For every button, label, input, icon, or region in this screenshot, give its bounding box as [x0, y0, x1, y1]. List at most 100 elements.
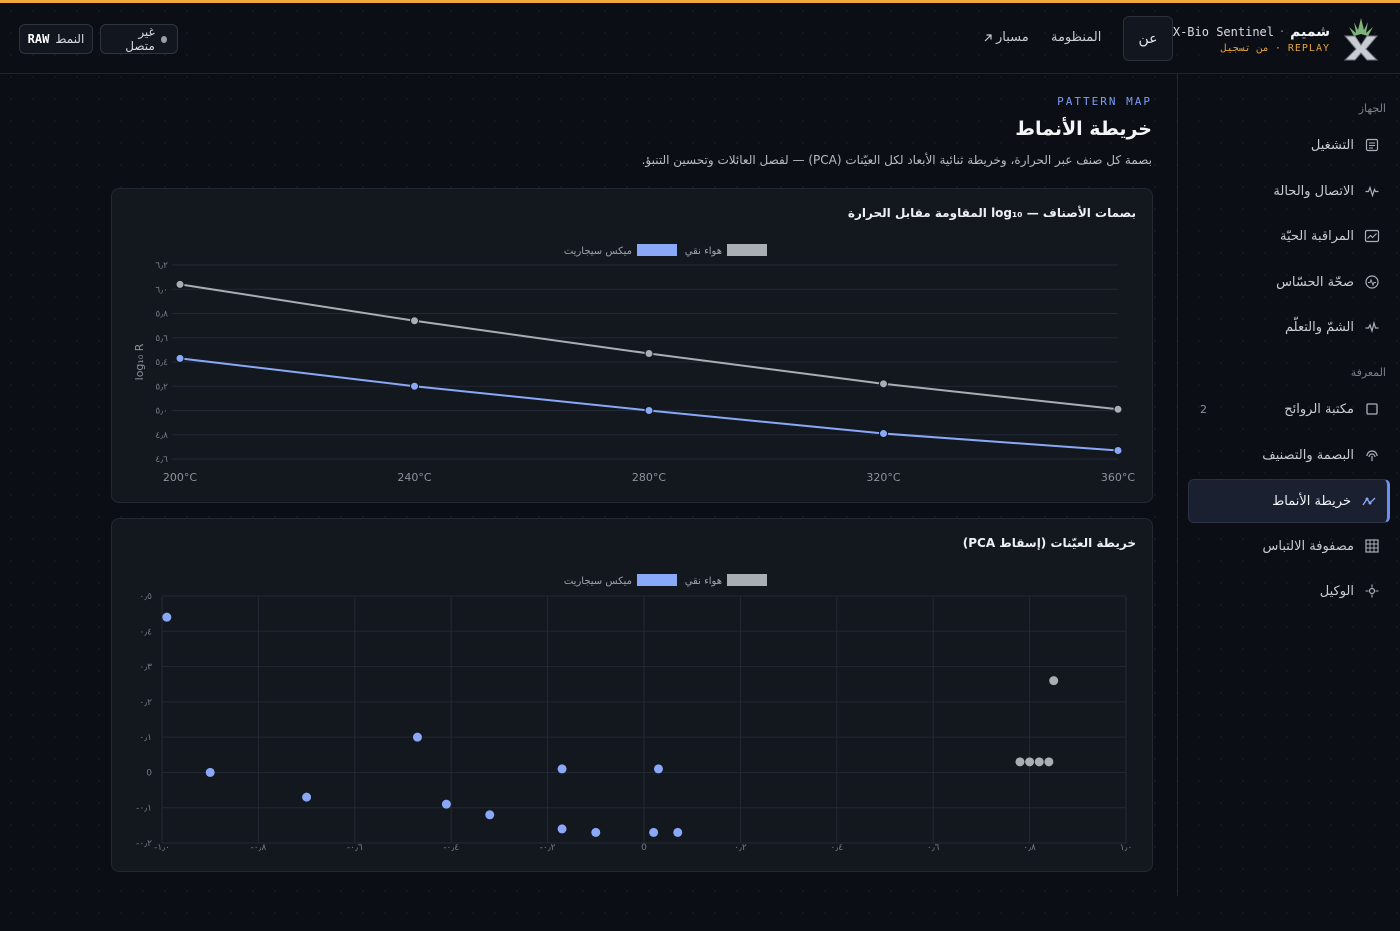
y-tick-label: -٠٫٢: [136, 839, 152, 849]
y-tick-label: ٤٫٨: [155, 431, 168, 441]
mode-value: RAW: [27, 32, 50, 46]
series-line: [179, 283, 1119, 411]
data-point: [410, 316, 419, 326]
replay-badge: REPLAY: [1287, 43, 1330, 54]
data-point: [879, 429, 888, 439]
legend-label: هواء نقي: [685, 246, 722, 257]
sidebar-section-knowledge: المعرفة: [1350, 366, 1386, 379]
scatter-point: [441, 799, 451, 809]
sidebar-item-label: صحّة الحسّاس: [1276, 274, 1354, 290]
y-tick-label: -٠٫١: [136, 804, 152, 814]
nav-path-link[interactable]: مسبار: [983, 30, 1029, 45]
top-accent-line: [0, 0, 1400, 3]
legend-label: هواء نقي: [685, 576, 722, 587]
scatter-point: [1025, 757, 1035, 767]
sidebar-item-sensor-health[interactable]: صحّة الحسّاس: [1188, 261, 1390, 303]
status-dot-icon: [160, 35, 167, 43]
mode-toggle-button[interactable]: النمط RAW: [19, 24, 93, 54]
sidebar-item-fingerprint[interactable]: البصمة والتصنيف: [1188, 434, 1390, 476]
brand[interactable]: شميم · X-Bio Sentinel REPLAY · من تسجيل: [1173, 15, 1382, 63]
odor-library-count: 2: [1200, 402, 1207, 416]
scatter-point: [162, 612, 172, 622]
scatter-point: [673, 827, 683, 837]
scatter-point: [591, 827, 601, 837]
sidebar-item-confusion-matrix[interactable]: مصفوفة الالتباس: [1188, 525, 1390, 567]
sidebar-item-live-monitoring[interactable]: المراقبة الحيّة: [1188, 215, 1390, 257]
page-eyebrow: PATTERN MAP: [1057, 95, 1152, 108]
chart-title: خريطة العيّنات (إسقاط PCA): [962, 536, 1136, 550]
y-tick-label: ٠٫٣: [139, 663, 152, 673]
pattern-map-icon: [1361, 493, 1377, 509]
scatter-point: [412, 732, 422, 742]
x-tick-label: ٠٫٢: [734, 843, 747, 853]
data-point: [644, 406, 654, 415]
scatter-point: [557, 764, 567, 774]
fingerprint-icon: [1364, 447, 1380, 463]
scatter-point: [205, 767, 215, 777]
gauge-icon: [1364, 274, 1380, 290]
x-tick-label: ٠٫٦: [927, 843, 940, 853]
chart-title: بصمات الأصناف — log₁₀ المقاومة مقابل الح…: [847, 206, 1136, 220]
y-tick-label: ٠٫٤: [139, 627, 152, 637]
scatter-point: [485, 810, 495, 820]
scatter-point: [649, 827, 659, 837]
sidebar-item-connection[interactable]: الاتصال والحالة: [1188, 170, 1390, 212]
y-tick-label: ٥٫٢: [155, 382, 168, 392]
waveform-icon: [1364, 319, 1380, 335]
brand-name-arabic: شميم: [1290, 24, 1330, 40]
x-tick-label: 360°C: [1101, 471, 1135, 484]
scatter-point: [1049, 676, 1059, 686]
sidebar-item-agent[interactable]: الوكيل: [1188, 570, 1390, 612]
y-tick-label: ٠٫٥: [139, 592, 152, 602]
brand-name-english: X-Bio Sentinel: [1172, 25, 1274, 39]
x-tick-label: -١٫٠: [154, 843, 170, 853]
pulse-icon: [1364, 183, 1380, 199]
scatter-point: [1034, 757, 1044, 767]
sidebar-item-operation[interactable]: التشغيل: [1188, 124, 1390, 166]
sidebar-item-odor-library[interactable]: 2 مكتبة الروائح: [1188, 388, 1390, 430]
sidebar-item-label: مصفوفة الالتباس: [1262, 538, 1354, 554]
document-icon: [1364, 137, 1380, 153]
data-point: [1113, 446, 1123, 456]
replay-separator: ·: [1274, 43, 1282, 54]
x-tick-label: 280°C: [632, 471, 666, 484]
sidebar-item-label: المراقبة الحيّة: [1280, 228, 1354, 244]
x-tick-label: -٠٫٢: [540, 843, 556, 853]
legend-swatch: [727, 244, 767, 256]
legend-swatch: [727, 574, 767, 586]
data-point: [175, 353, 185, 363]
data-point: [410, 381, 419, 391]
y-tick-label: ٥٫٦: [155, 334, 168, 344]
y-tick-label: ٤٫٦: [155, 455, 168, 465]
y-axis-label: log₁₀ R: [133, 343, 146, 380]
connection-status-label: غير متصل: [125, 25, 155, 53]
x-tick-label: 200°C: [163, 471, 197, 484]
scatter-point: [557, 824, 567, 834]
pca-chart-card: خريطة العيّنات (إسقاط PCA) -٠٫٢ -٠٫١ 0 ٠٫١ ٠…: [111, 518, 1153, 872]
brand-separator: ·: [1280, 25, 1285, 40]
x-tick-label: -٠٫٨: [250, 843, 266, 853]
sidebar-item-label: الشمّ والتعلّم: [1285, 319, 1354, 335]
sidebar-item-smell-learning[interactable]: الشمّ والتعلّم: [1188, 306, 1390, 348]
series-line: [179, 357, 1119, 452]
y-tick-label: ٦٫٢: [155, 261, 168, 271]
sidebar-item-label: مكتبة الروائح: [1284, 401, 1354, 417]
x-tick-label: ٠٫٨: [1023, 843, 1036, 853]
sidebar-item-pattern-map[interactable]: خريطة الأنماط: [1188, 479, 1390, 523]
scatter-point: [653, 764, 663, 774]
fingerprint-line-chart: ٤٫٦ ٤٫٨ ٥٫٠ ٥٫٢ ٥٫٤ ٥٫٦ ٥٫٨ ٦٫٠ ٦٫٢ 200°C 240°C 280…: [133, 244, 1135, 484]
scatter-point: [1015, 757, 1025, 767]
arrow-up-right-icon: [984, 33, 992, 41]
nav-about[interactable]: عن: [1123, 16, 1173, 61]
sidebar-item-label: التشغيل: [1310, 137, 1354, 153]
legend-label: ميكس سيجاريت: [564, 576, 632, 587]
data-point: [175, 279, 185, 289]
scatter-point: [302, 792, 312, 802]
nav-system[interactable]: المنظومة: [1051, 30, 1102, 45]
data-point: [1113, 404, 1123, 414]
connection-status-button[interactable]: غير متصل: [100, 24, 178, 54]
legend-label: ميكس سيجاريت: [564, 246, 632, 257]
sidebar-item-label: خريطة الأنماط: [1272, 493, 1351, 509]
x-tick-label: 0: [641, 843, 647, 853]
scatter-point: [1044, 757, 1054, 767]
